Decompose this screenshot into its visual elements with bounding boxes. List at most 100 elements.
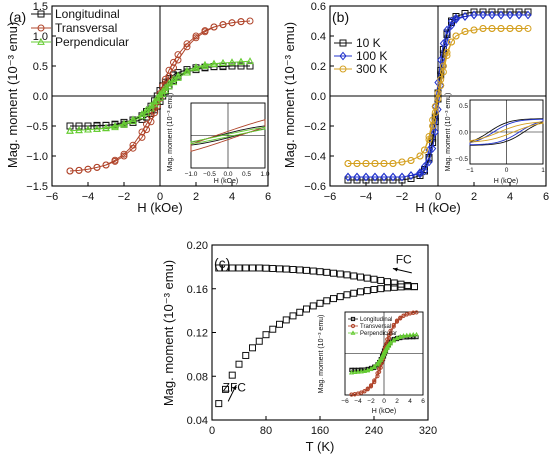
- data-point: [156, 93, 164, 101]
- x-tick-label: 240: [365, 425, 383, 437]
- x-tick-label: 2: [193, 191, 199, 203]
- inset-x-tick-label: 0: [505, 167, 509, 174]
- data-point: [309, 267, 317, 275]
- inset-data-point: [388, 331, 393, 336]
- data-point: [389, 160, 397, 167]
- data-point: [330, 295, 337, 303]
- inset-data-point: [368, 384, 374, 389]
- x-tick-label: 320: [419, 425, 437, 437]
- data-point: [434, 95, 442, 103]
- annotation-arrowhead: [232, 385, 237, 390]
- inset-x-axis-label: H (kOe): [494, 178, 519, 185]
- data-point: [316, 268, 324, 276]
- inset-y-tick-label: −0.5: [455, 156, 468, 163]
- data-point: [421, 146, 428, 154]
- data-point: [398, 172, 406, 182]
- data-point: [384, 284, 391, 292]
- data-point: [169, 75, 178, 83]
- data-point: [174, 73, 182, 81]
- data-point: [242, 351, 250, 359]
- data-point: [353, 172, 361, 182]
- data-point: [142, 108, 151, 116]
- inset-y-axis-label: Mag. moment (10⁻³ emu): [318, 315, 325, 394]
- data-point: [158, 90, 167, 98]
- y-axis-label: Mag. moment (10⁻³ emu): [282, 22, 297, 168]
- inset-data-point: [398, 316, 403, 321]
- y-tick-label: 0.2: [311, 61, 326, 73]
- data-point: [296, 308, 304, 316]
- data-point: [219, 58, 227, 66]
- data-point: [389, 172, 397, 182]
- x-tick-label: −2: [118, 191, 131, 203]
- inset-x-tick-label: 1: [541, 167, 545, 174]
- inset-data-point: [368, 366, 374, 372]
- y-tick-label: 0.6: [311, 1, 326, 13]
- inset-x-tick-label: 6: [421, 398, 425, 405]
- data-point: [470, 26, 478, 34]
- data-point: [439, 39, 448, 48]
- data-point: [398, 158, 406, 166]
- data-point: [219, 21, 227, 29]
- data-point: [461, 12, 469, 21]
- annotation-arrowhead: [392, 267, 398, 272]
- x-tick-label: −4: [82, 191, 95, 203]
- data-point: [407, 171, 415, 180]
- data-point: [452, 13, 460, 23]
- inset-x-tick-label: −1: [466, 167, 474, 174]
- inset-data-point: [376, 360, 382, 365]
- series-line: [348, 28, 528, 164]
- inset-data-point: [379, 355, 385, 360]
- data-point: [138, 112, 146, 120]
- x-tick-label: 80: [260, 425, 272, 437]
- data-point: [93, 124, 101, 132]
- data-point: [429, 122, 437, 130]
- y-tick-label: 0.0: [33, 91, 48, 103]
- y-tick-label: −0.5: [26, 121, 48, 133]
- data-point: [497, 25, 505, 32]
- data-point: [479, 10, 487, 20]
- y-tick-label: 0.20: [187, 240, 208, 252]
- inset-data-point: [397, 334, 403, 339]
- data-point: [371, 172, 379, 182]
- data-point: [404, 283, 412, 291]
- data-point: [142, 105, 151, 113]
- data-point: [390, 283, 398, 291]
- data-point: [384, 278, 391, 286]
- data-point: [151, 109, 159, 117]
- inset-hysteresis-loop: [469, 118, 544, 146]
- series-fc: [215, 264, 418, 291]
- data-point: [120, 119, 128, 127]
- data-point: [353, 160, 361, 167]
- data-point: [316, 299, 324, 307]
- data-point: [289, 266, 297, 273]
- data-point: [210, 60, 218, 68]
- inset-legend-marker: [350, 330, 356, 335]
- inset-hysteresis-loop: [469, 121, 544, 143]
- data-point: [497, 10, 505, 20]
- data-point: [380, 160, 388, 167]
- data-point: [222, 385, 229, 393]
- inset-data-point: [378, 356, 384, 361]
- data-point: [192, 64, 200, 72]
- inset-legend-label: Longitudinal: [360, 317, 392, 323]
- data-point: [452, 15, 460, 24]
- data-point: [425, 136, 433, 143]
- data-point: [506, 25, 514, 32]
- legend-label: 100 K: [356, 49, 387, 63]
- data-point: [174, 51, 182, 59]
- data-point: [255, 264, 263, 272]
- x-tick-label: 0: [209, 425, 215, 437]
- data-point: [183, 68, 191, 76]
- data-point: [153, 96, 162, 104]
- y-tick-label: 0.16: [187, 284, 208, 296]
- inset-data-point: [391, 324, 396, 329]
- data-point: [296, 266, 304, 274]
- x-axis-label: H (kOe): [415, 200, 461, 215]
- y-tick-label: 0.0: [311, 91, 326, 103]
- inset-x-tick-label: 0.0: [223, 171, 232, 178]
- data-point: [397, 283, 405, 291]
- data-point: [102, 161, 110, 169]
- data-point: [524, 10, 532, 20]
- data-point: [303, 266, 310, 274]
- data-point: [344, 172, 352, 182]
